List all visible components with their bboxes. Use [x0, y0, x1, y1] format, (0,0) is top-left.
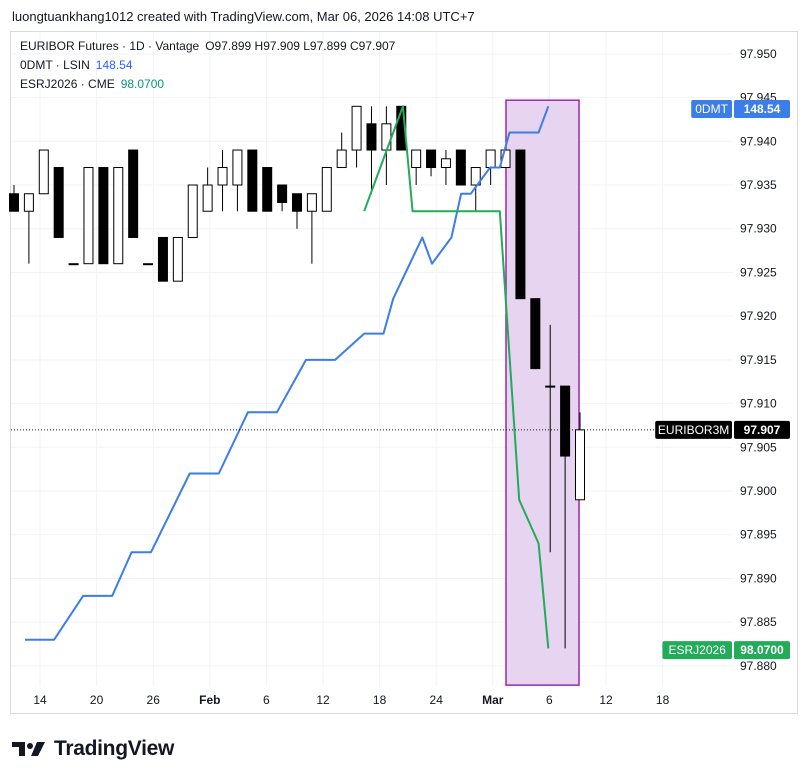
candle-body — [187, 184, 198, 238]
x-tick-label: 18 — [656, 693, 670, 707]
badge-symbol-bg — [662, 641, 732, 660]
candle-body — [172, 236, 183, 282]
candle-body — [247, 149, 258, 212]
badge-value: 148.54 — [744, 102, 781, 116]
legend-0dmt[interactable]: 0DMT · LSIN 148.54 — [20, 58, 133, 72]
candle-body — [292, 193, 302, 212]
series-line-0dmt — [25, 105, 550, 641]
y-tick-label: 97.910 — [740, 397, 777, 411]
legend-0dmt-label: 0DMT · LSIN — [20, 58, 90, 72]
x-tick-label: 12 — [599, 693, 613, 707]
x-tick-label: 20 — [90, 693, 104, 707]
legend-main-ohlc: O97.899 H97.909 L97.899 C97.907 — [205, 39, 396, 53]
candle-body — [143, 263, 154, 266]
candle-body — [23, 193, 34, 212]
legend-esrj2026-value: 98.0700 — [120, 77, 165, 91]
y-tick-label: 97.895 — [740, 528, 777, 542]
price-badge-esrj2026: ESRJ2026 98.0700 — [662, 641, 790, 660]
candle-body — [38, 149, 49, 195]
candle-body — [530, 298, 541, 370]
x-tick-label: 12 — [316, 693, 330, 707]
badge-symbol: ESRJ2026 — [669, 643, 727, 657]
y-tick-label: 97.890 — [740, 571, 777, 585]
candle-body — [128, 149, 139, 238]
candle-body — [321, 167, 332, 212]
candle-body — [515, 149, 526, 300]
candle-body — [411, 149, 422, 169]
candle-body — [9, 193, 19, 212]
legend-esrj2026[interactable]: ESRJ2026 · CME 98.0700 — [20, 77, 164, 91]
badge-value-bg — [734, 641, 790, 660]
candle-body — [113, 167, 124, 265]
chart-caption: luongtuankhang1012 created with TradingV… — [12, 9, 475, 24]
candle-body — [485, 149, 496, 169]
candle-body — [545, 385, 556, 388]
candle-body — [351, 105, 362, 151]
candle-body — [157, 236, 168, 282]
candle-body — [68, 263, 79, 266]
series-line-esrj2026 — [363, 105, 550, 649]
badge-value: 97.907 — [744, 423, 781, 437]
y-tick-label: 97.930 — [740, 222, 777, 236]
x-tick-label: Mar — [482, 693, 504, 707]
y-tick-label: 97.935 — [740, 178, 777, 192]
y-tick-label: 97.880 — [740, 659, 777, 673]
candle-body — [575, 429, 585, 501]
y-tick-label: 97.900 — [740, 484, 777, 498]
x-tick-label: Feb — [199, 693, 220, 707]
badge-value-bg — [734, 99, 790, 118]
x-tick-label: 6 — [263, 693, 270, 707]
y-tick-label: 97.925 — [740, 265, 777, 279]
candle-body — [202, 184, 213, 212]
candle-body — [232, 149, 243, 186]
y-tick-label: 97.920 — [740, 309, 777, 323]
candle-body — [262, 167, 273, 212]
badge-value-bg — [734, 420, 790, 439]
candle-body — [217, 167, 228, 186]
candle-body — [366, 123, 377, 151]
x-tick-label: 14 — [33, 693, 47, 707]
tradingview-wordmark: TradingView — [54, 737, 175, 760]
candle-body — [560, 385, 571, 457]
badge-symbol-bg — [691, 99, 732, 118]
candle-body — [277, 184, 288, 203]
legend-main-symbol[interactable]: EURIBOR Futures · 1D · Vantage O97.899 H9… — [20, 39, 395, 53]
price-badge-0dmt: 0DMT 148.54 — [691, 99, 790, 118]
legend-main-label: EURIBOR Futures · 1D · Vantage — [20, 39, 200, 53]
candle-body — [455, 149, 466, 186]
candle-body — [336, 149, 347, 169]
x-tick-label: 18 — [373, 693, 387, 707]
candle-body — [470, 167, 481, 186]
candle-body — [306, 193, 317, 212]
badge-symbol-bg — [655, 420, 732, 439]
candle-body — [83, 167, 94, 265]
y-tick-label: 97.885 — [740, 615, 777, 629]
x-tick-label: 6 — [546, 693, 553, 707]
badge-symbol: EURIBOR3M — [658, 423, 729, 437]
y-tick-label: 97.915 — [740, 353, 777, 367]
legend-0dmt-value: 148.54 — [95, 58, 133, 72]
badge-value: 98.0700 — [740, 643, 784, 657]
candle-body — [426, 149, 437, 169]
legend-esrj2026-label: ESRJ2026 · CME — [20, 77, 115, 91]
chart-frame — [10, 31, 798, 714]
candle-body — [381, 123, 392, 151]
y-tick-label: 97.950 — [740, 47, 777, 61]
x-tick-label: 24 — [430, 693, 444, 707]
y-tick-label: 97.940 — [740, 134, 777, 148]
tradingview-brand[interactable]: TradingView — [12, 737, 174, 761]
candle-body — [98, 167, 109, 265]
x-tick-label: 26 — [147, 693, 161, 707]
badge-symbol: 0DMT — [695, 102, 728, 116]
candle-body — [440, 158, 451, 169]
price-badge-euribor3m: EURIBOR3M 97.907 — [655, 420, 790, 439]
tradingview-logo-icon — [12, 742, 45, 756]
y-tick-label: 97.905 — [740, 440, 777, 454]
candle-body — [53, 167, 64, 238]
